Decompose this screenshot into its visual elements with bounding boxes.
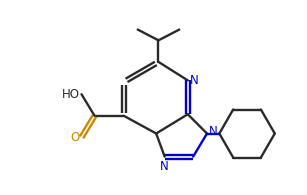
Text: O: O: [71, 131, 80, 144]
Text: N: N: [160, 160, 168, 174]
Text: N: N: [208, 125, 217, 138]
Text: N: N: [190, 74, 199, 87]
Text: HO: HO: [62, 88, 80, 101]
